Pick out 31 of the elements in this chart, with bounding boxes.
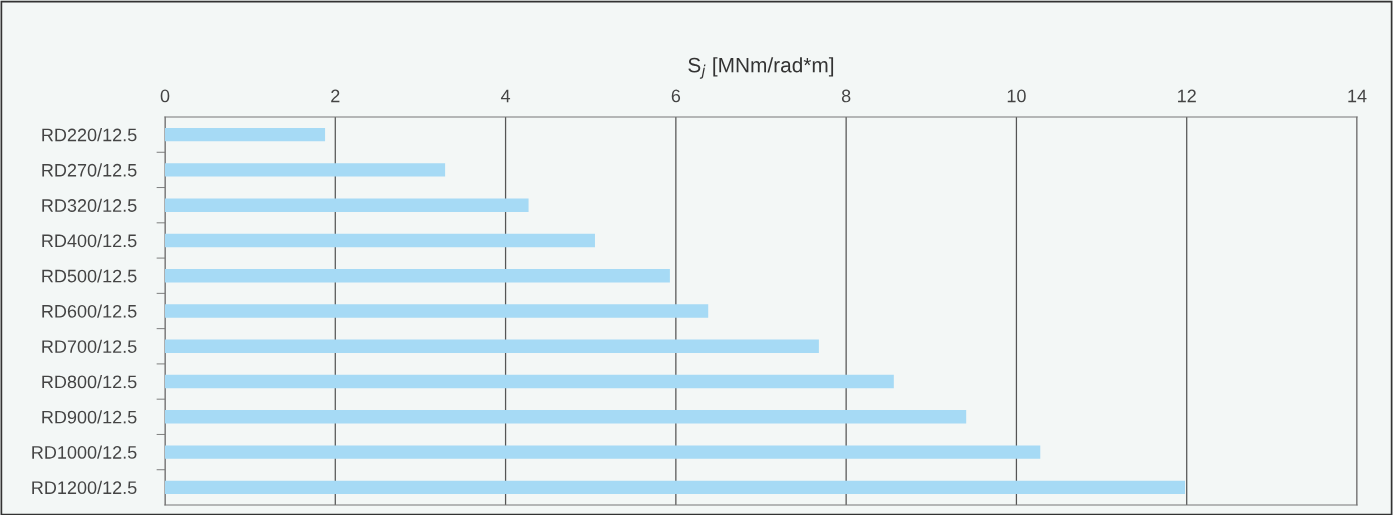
bar xyxy=(165,410,967,424)
x-tick-label: 8 xyxy=(841,89,851,103)
bar xyxy=(165,163,446,177)
y-tick-label: RD270/12.5 xyxy=(42,163,137,177)
bar xyxy=(165,445,1041,459)
x-axis-title: S$_{j}$ [MNm/rad*m] xyxy=(688,57,834,79)
y-tick-label: RD1000/12.5 xyxy=(32,445,137,459)
y-tick-label: RD400/12.5 xyxy=(42,233,137,248)
x-tick-label: 14 xyxy=(1348,89,1367,103)
bar xyxy=(165,233,595,248)
x-tick-label: 0 xyxy=(160,89,170,103)
bar xyxy=(165,127,326,142)
y-tick-label: RD700/12.5 xyxy=(42,339,137,353)
bar xyxy=(165,198,529,212)
bar xyxy=(165,374,894,389)
y-tick-label: RD600/12.5 xyxy=(42,304,137,318)
x-tick-label: 10 xyxy=(1007,89,1026,103)
y-tick-label: RD500/12.5 xyxy=(42,269,137,283)
y-tick-label: RD320/12.5 xyxy=(42,198,137,212)
x-tick-label: 4 xyxy=(500,89,511,103)
x-tick-label: 2 xyxy=(331,89,340,103)
x-tick-label: 6 xyxy=(671,89,681,103)
x-tick-label: 12 xyxy=(1178,89,1196,103)
bar xyxy=(165,480,1186,495)
y-tick-label: RD1200/12.5 xyxy=(32,480,137,495)
y-tick-label: RD220/12.5 xyxy=(42,128,137,142)
y-tick-label: RD900/12.5 xyxy=(42,410,137,424)
bar xyxy=(165,339,819,353)
bar xyxy=(165,304,709,318)
bar xyxy=(165,269,670,283)
y-tick-label: RD800/12.5 xyxy=(42,375,137,389)
